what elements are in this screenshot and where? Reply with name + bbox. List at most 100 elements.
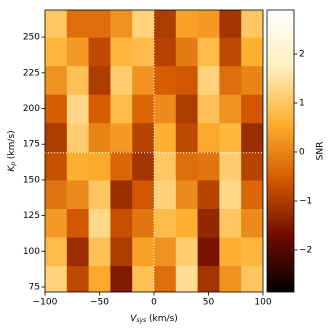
heat-cell [175, 37, 199, 67]
heat-cell [219, 94, 242, 124]
heat-cell [175, 94, 199, 124]
heat-cell [154, 94, 177, 124]
heat-cell [88, 37, 111, 67]
heat-cell [88, 237, 111, 267]
heat-cell [45, 151, 68, 181]
colorbar-label: SNR [316, 142, 326, 161]
heat-cell [45, 37, 68, 67]
heat-cell [132, 179, 155, 209]
heat-cell [197, 265, 220, 292]
heat-cell [197, 208, 220, 238]
heat-cell [66, 179, 90, 209]
heat-cell [132, 208, 155, 238]
heat-cell [45, 65, 68, 95]
heat-cell [241, 94, 263, 124]
heat-cell [132, 37, 155, 67]
heat-cell [132, 65, 155, 95]
heat-cell [241, 122, 263, 152]
y-tick-label: 150 [23, 175, 40, 185]
x-label-main: V [130, 314, 137, 324]
y-label-unit: (km/s) [7, 130, 17, 162]
heat-cell [110, 237, 133, 267]
x-tick-label: −50 [90, 298, 109, 308]
heat-cell [219, 179, 242, 209]
heat-cell [154, 37, 177, 67]
heat-cell [132, 265, 155, 292]
y-tick-label: 75 [29, 283, 40, 293]
heat-cell [175, 10, 199, 38]
heat-cell [66, 122, 90, 152]
heat-cell [110, 37, 133, 67]
heat-cell [154, 10, 177, 38]
heat-cell [241, 237, 263, 267]
heat-cell [154, 208, 177, 238]
heat-cell [219, 265, 242, 292]
y-tick-label: 100 [23, 247, 40, 257]
y-tick-label: 200 [23, 104, 40, 114]
heat-cell [219, 208, 242, 238]
y-label-sub: p [10, 162, 17, 167]
heat-cell [154, 151, 177, 181]
heat-cell [154, 237, 177, 267]
heat-cell [154, 122, 177, 152]
heat-cell [197, 237, 220, 267]
heat-cell [45, 265, 68, 292]
x-tick-label: −100 [33, 298, 58, 308]
y-tick-label: 225 [23, 68, 40, 78]
heat-cell [175, 179, 199, 209]
heat-cell [241, 208, 263, 238]
heat-cell [197, 37, 220, 67]
heat-cell [66, 94, 90, 124]
heat-cell [110, 122, 133, 152]
heat-cell [219, 122, 242, 152]
heat-cell [241, 65, 263, 95]
heat-cell [175, 65, 199, 95]
colorbar [266, 9, 295, 293]
heat-cell [154, 65, 177, 95]
heat-cell [175, 237, 199, 267]
heat-cell [241, 37, 263, 67]
heat-cell [66, 237, 90, 267]
y-tick-label: 175 [23, 140, 40, 150]
y-tick-label: 250 [23, 33, 40, 43]
heat-cell [110, 265, 133, 292]
y-axis-label: Kp (km/s) [7, 130, 17, 171]
x-tick-label: 0 [151, 298, 157, 308]
colorbar-tick-label: 0 [299, 147, 305, 157]
colorbar-tick-label: 1 [299, 99, 305, 109]
heat-cell [45, 10, 68, 38]
heat-cell [66, 10, 90, 38]
heat-cell [197, 151, 220, 181]
y-tick-label: 125 [23, 211, 40, 221]
heat-cell [219, 237, 242, 267]
heat-cell [88, 265, 111, 292]
heat-cell [110, 179, 133, 209]
heat-cell [88, 208, 111, 238]
heat-cell [154, 179, 177, 209]
heat-cell [241, 10, 263, 38]
heat-cell [88, 122, 111, 152]
heat-cell [110, 94, 133, 124]
heat-cell [66, 151, 90, 181]
heat-cell [110, 208, 133, 238]
heat-cell [175, 265, 199, 292]
heat-cell [241, 179, 263, 209]
x-axis-label: Vsys (km/s) [130, 314, 178, 324]
heat-cell [45, 208, 68, 238]
y-label-main: K [7, 165, 17, 172]
heat-cell [197, 179, 220, 209]
heat-cell [175, 151, 199, 181]
heat-cell [197, 65, 220, 95]
heat-cell [110, 151, 133, 181]
heatmap [45, 10, 263, 292]
heat-cell [110, 65, 133, 95]
heat-cell [197, 10, 220, 38]
heat-cell [219, 65, 242, 95]
heat-cell [88, 179, 111, 209]
heat-cell [219, 10, 242, 38]
heat-cell [219, 37, 242, 67]
heat-cell [132, 94, 155, 124]
heat-cell [45, 237, 68, 267]
heat-cell [197, 94, 220, 124]
